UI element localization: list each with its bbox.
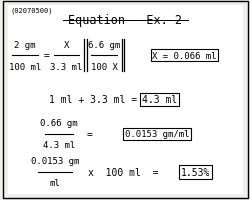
Text: 4.3 ml: 4.3 ml xyxy=(141,95,176,105)
Text: Equation - Ex. 2: Equation - Ex. 2 xyxy=(68,14,182,27)
Text: 1.53%: 1.53% xyxy=(180,167,210,177)
Text: X = 0.066 ml: X = 0.066 ml xyxy=(152,52,216,60)
Text: 100 X: 100 X xyxy=(90,63,117,71)
Text: 1 ml + 3.3 ml =: 1 ml + 3.3 ml = xyxy=(48,95,136,105)
Text: X: X xyxy=(64,41,69,49)
Text: 100 ml: 100 ml xyxy=(9,63,41,71)
Text: 3.3 ml: 3.3 ml xyxy=(50,63,82,71)
Text: ml: ml xyxy=(50,179,60,187)
Text: 0.66 gm: 0.66 gm xyxy=(40,119,78,127)
Text: x  100 ml  =: x 100 ml = xyxy=(88,167,158,177)
Text: (02070500): (02070500) xyxy=(10,7,52,13)
Text: 4.3 ml: 4.3 ml xyxy=(43,141,75,149)
Text: 0.0153 gm/ml: 0.0153 gm/ml xyxy=(124,130,188,138)
Text: =: = xyxy=(86,129,92,139)
Text: 6.6 gm: 6.6 gm xyxy=(88,41,120,49)
Text: =: = xyxy=(43,51,49,61)
Text: 2 gm: 2 gm xyxy=(14,41,36,49)
Text: 0.0153 gm: 0.0153 gm xyxy=(31,157,79,165)
